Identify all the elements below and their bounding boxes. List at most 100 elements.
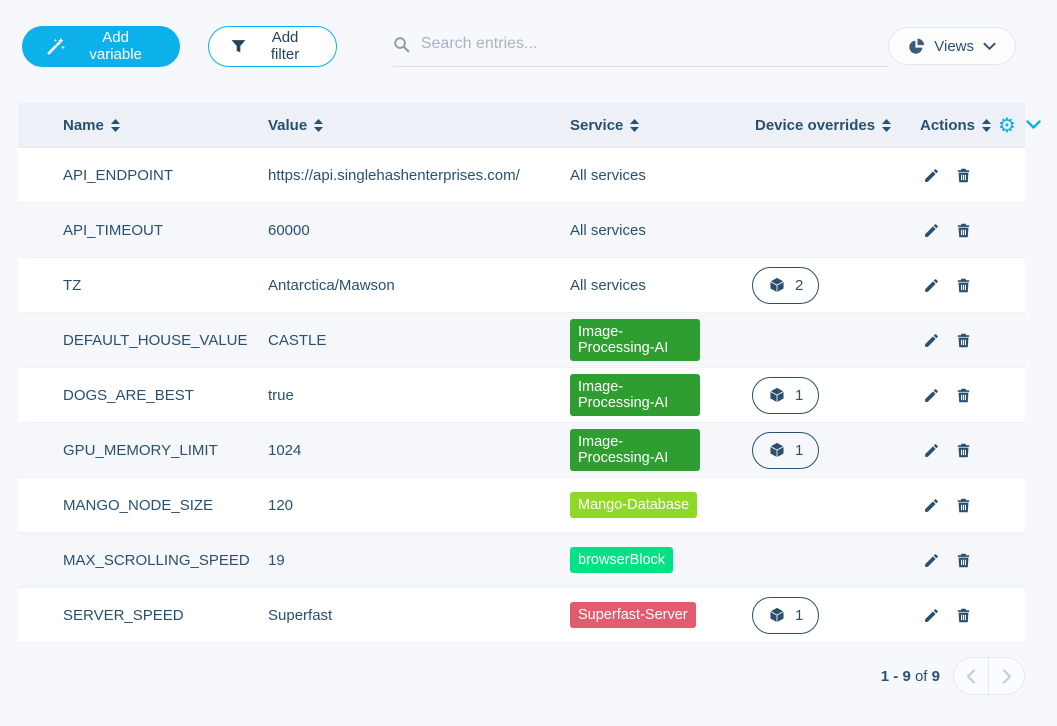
column-header-service[interactable]: Service bbox=[570, 117, 755, 134]
prev-page-button[interactable] bbox=[954, 658, 989, 694]
trash-icon bbox=[955, 332, 972, 349]
variable-value: Antarctica/Mawson bbox=[268, 276, 395, 294]
cell-name: MAX_SCROLLING_SPEED bbox=[63, 552, 268, 569]
column-header-name[interactable]: Name bbox=[63, 117, 268, 134]
delete-button[interactable] bbox=[952, 604, 975, 627]
delete-button[interactable] bbox=[952, 494, 975, 517]
delete-button[interactable] bbox=[952, 164, 975, 187]
filter-icon bbox=[231, 39, 246, 54]
trash-icon bbox=[955, 607, 972, 624]
variable-name: SERVER_SPEED bbox=[63, 606, 184, 624]
page-total: 9 bbox=[931, 667, 940, 685]
delete-button[interactable] bbox=[952, 549, 975, 572]
variable-value: true bbox=[268, 386, 294, 404]
trash-icon bbox=[955, 552, 972, 569]
search-input[interactable] bbox=[420, 35, 889, 53]
service-badge: Image-Processing-AI bbox=[570, 318, 700, 362]
trash-icon bbox=[955, 442, 972, 459]
collapse-chevron-icon[interactable] bbox=[1026, 120, 1041, 130]
device-overrides-pill[interactable]: 1 bbox=[752, 596, 820, 634]
column-header-device-overrides[interactable]: Device overrides bbox=[755, 117, 920, 134]
table-row[interactable]: GPU_MEMORY_LIMIT 1024 Image-Processing-A… bbox=[18, 423, 1025, 478]
cell-service: Mango-Database bbox=[570, 491, 755, 519]
add-variable-button[interactable]: Add variable bbox=[22, 25, 181, 67]
pencil-icon bbox=[923, 332, 940, 349]
pencil-icon bbox=[923, 552, 940, 569]
trash-icon bbox=[955, 167, 972, 184]
variable-name: MANGO_NODE_SIZE bbox=[63, 496, 214, 514]
cell-device-overrides: 1 bbox=[752, 431, 920, 469]
cell-service: All services bbox=[570, 222, 755, 239]
magic-wand-icon bbox=[46, 37, 65, 56]
table-row[interactable]: API_TIMEOUT 60000 All services bbox=[18, 203, 1025, 258]
cell-value: 19 bbox=[268, 552, 570, 569]
column-header-actions[interactable]: Actions ⚙ bbox=[920, 115, 1049, 135]
sort-icon bbox=[110, 118, 120, 132]
cell-service: Image-Processing-AI bbox=[570, 318, 755, 362]
service-badge: Image-Processing-AI bbox=[570, 373, 700, 417]
table-row[interactable]: MAX_SCROLLING_SPEED 19 browserBlock bbox=[18, 533, 1025, 588]
chevron-left-icon bbox=[966, 668, 976, 684]
column-header-value[interactable]: Value bbox=[268, 117, 570, 134]
views-button[interactable]: Views bbox=[888, 27, 1016, 65]
device-overrides-pill[interactable]: 1 bbox=[752, 431, 820, 469]
search-box bbox=[392, 35, 889, 67]
delete-button[interactable] bbox=[952, 439, 975, 462]
gear-icon[interactable]: ⚙ bbox=[998, 113, 1016, 137]
table-row[interactable]: TZ Antarctica/Mawson All services 2 bbox=[18, 258, 1025, 313]
delete-button[interactable] bbox=[952, 274, 975, 297]
cell-name: GPU_MEMORY_LIMIT bbox=[63, 442, 268, 459]
edit-button[interactable] bbox=[920, 439, 943, 462]
cube-icon bbox=[768, 276, 786, 294]
delete-button[interactable] bbox=[952, 384, 975, 407]
edit-button[interactable] bbox=[920, 274, 943, 297]
variable-name: API_ENDPOINT bbox=[63, 166, 174, 184]
cell-actions bbox=[920, 329, 1025, 352]
device-overrides-pill[interactable]: 1 bbox=[752, 376, 820, 414]
views-label: Views bbox=[934, 37, 974, 55]
trash-icon bbox=[955, 222, 972, 239]
cell-actions bbox=[920, 164, 1025, 187]
variables-table: Name Value Service Device overrides bbox=[18, 103, 1041, 643]
variable-name: API_TIMEOUT bbox=[63, 221, 164, 239]
variable-name: MAX_SCROLLING_SPEED bbox=[63, 551, 250, 569]
cell-actions bbox=[920, 604, 1025, 627]
edit-button[interactable] bbox=[920, 164, 943, 187]
delete-button[interactable] bbox=[952, 329, 975, 352]
toolbar: Add variable Add filter bbox=[0, 0, 1057, 67]
service-badge: browserBlock bbox=[570, 546, 674, 574]
cell-name: SERVER_SPEED bbox=[63, 607, 268, 624]
table-row[interactable]: DEFAULT_HOUSE_VALUE CASTLE Image-Process… bbox=[18, 313, 1025, 368]
cell-name: API_ENDPOINT bbox=[63, 167, 268, 184]
cell-service: All services bbox=[570, 167, 755, 184]
edit-button[interactable] bbox=[920, 494, 943, 517]
cell-service: All services bbox=[570, 277, 755, 294]
edit-button[interactable] bbox=[920, 329, 943, 352]
cell-device-overrides: 1 bbox=[752, 596, 920, 634]
add-filter-button[interactable]: Add filter bbox=[208, 25, 337, 67]
table-body: API_ENDPOINT https://api.singlehashenter… bbox=[18, 148, 1025, 643]
table-row[interactable]: DOGS_ARE_BEST true Image-Processing-AI 1 bbox=[18, 368, 1025, 423]
delete-button[interactable] bbox=[952, 219, 975, 242]
add-filter-label: Add filter bbox=[270, 29, 300, 63]
cell-value: https://api.singlehashenterprises.com/ bbox=[268, 167, 570, 184]
edit-button[interactable] bbox=[920, 604, 943, 627]
next-page-button[interactable] bbox=[989, 658, 1024, 694]
cell-value: Superfast bbox=[268, 607, 570, 624]
edit-button[interactable] bbox=[920, 549, 943, 572]
pencil-icon bbox=[923, 607, 940, 624]
edit-button[interactable] bbox=[920, 219, 943, 242]
variable-value: Superfast bbox=[268, 606, 333, 624]
table-row[interactable]: API_ENDPOINT https://api.singlehashenter… bbox=[18, 148, 1025, 203]
edit-button[interactable] bbox=[920, 384, 943, 407]
device-overrides-pill[interactable]: 2 bbox=[752, 266, 820, 304]
page-of-label: of bbox=[914, 667, 928, 685]
variable-value: 120 bbox=[268, 496, 294, 514]
table-row[interactable]: MANGO_NODE_SIZE 120 Mango-Database bbox=[18, 478, 1025, 533]
service-text: All services bbox=[570, 276, 646, 294]
cell-name: DOGS_ARE_BEST bbox=[63, 387, 268, 404]
header-tools: ⚙ bbox=[998, 115, 1041, 135]
table-row[interactable]: SERVER_SPEED Superfast Superfast-Server … bbox=[18, 588, 1025, 643]
cell-service: Image-Processing-AI bbox=[570, 373, 755, 417]
